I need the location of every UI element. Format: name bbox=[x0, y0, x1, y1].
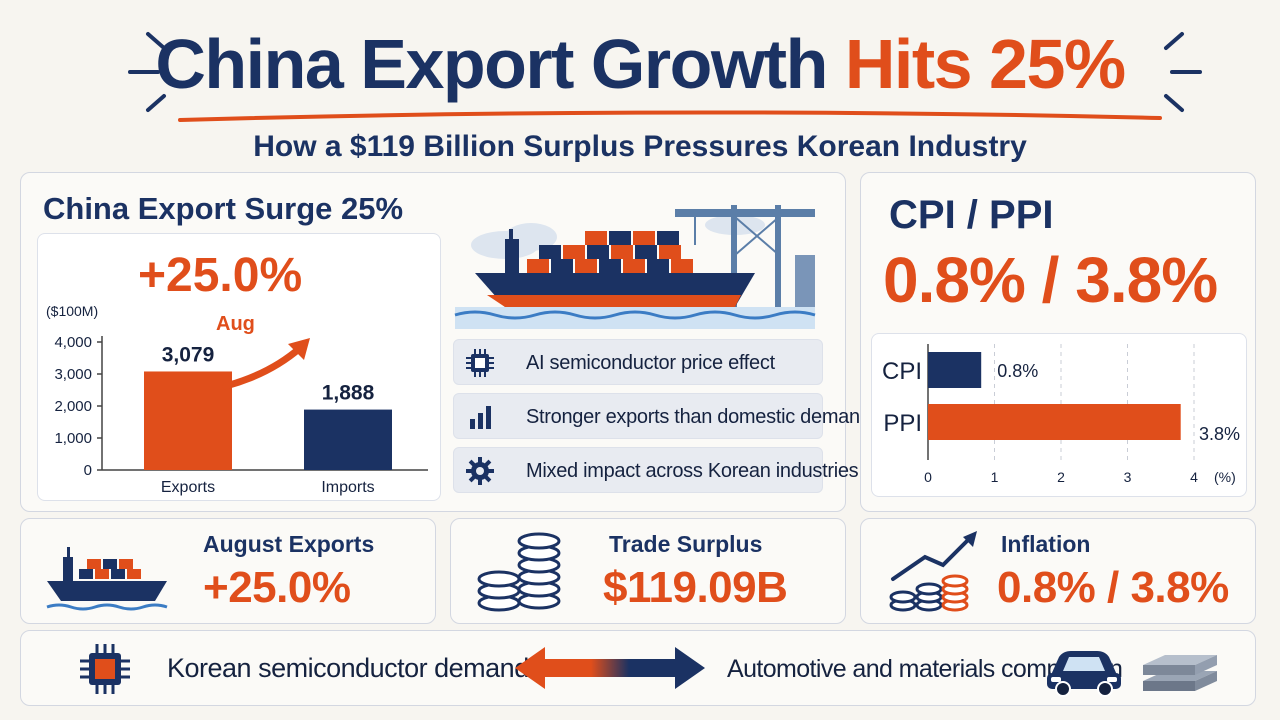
stat-inflation: Inflation 0.8% / 3.8% bbox=[860, 518, 1256, 624]
cargo-ship-icon bbox=[46, 547, 168, 611]
export-bar-chart: +25.0% ($100M) 0 1,000 2,000 3,000 4,000 3,0… bbox=[37, 233, 441, 501]
double-arrow-icon bbox=[515, 647, 705, 689]
bar-chart-ylabel: ($100M) bbox=[46, 303, 98, 319]
feature-stronger-exports: Stronger exports than domestic demand bbox=[453, 393, 871, 439]
feature-mixed-impact: Mixed impact across Korean industries bbox=[453, 447, 859, 493]
gear-icon bbox=[466, 457, 494, 485]
hbar-xtick-label: 4 bbox=[1190, 469, 1198, 485]
cpi-panel-heading: CPI / PPI bbox=[889, 193, 1054, 237]
burst-lines-left-icon bbox=[128, 32, 166, 112]
growth-arrow-head-icon bbox=[288, 338, 310, 360]
bar-category-label: Imports bbox=[321, 479, 374, 496]
hbar-category-label: CPI bbox=[882, 358, 922, 385]
cpi-ppi-value: 0.8% / 3.8% bbox=[883, 244, 1218, 316]
feature-text: Mixed impact across Korean industries bbox=[526, 460, 859, 482]
steel-plates-icon bbox=[1143, 655, 1217, 691]
header: China Export Growth Hits 25% How a $119 … bbox=[0, 0, 1280, 170]
coin-stacks-icon bbox=[477, 532, 561, 612]
stat-trade-surplus: Trade Surplus $119.09B bbox=[450, 518, 846, 624]
bar-value-label: 1,888 bbox=[322, 382, 375, 405]
bar-imports bbox=[304, 409, 392, 470]
export-surge-panel: China Export Surge 25% +25.0% ($100M) 0 1… bbox=[20, 172, 871, 512]
hbar-xtick-label: 3 bbox=[1124, 469, 1132, 485]
hbar-value-label: 0.8% bbox=[997, 361, 1038, 381]
feature-text: Stronger exports than domestic demand bbox=[526, 406, 871, 428]
rising-coins-icon bbox=[889, 531, 977, 612]
car-icon bbox=[1047, 651, 1121, 697]
hbar-xtick-label: 1 bbox=[991, 469, 999, 485]
feature-text: AI semiconductor price effect bbox=[526, 352, 775, 374]
cpi-ppi-panel: CPI / PPI 0.8% / 3.8% 0 1 2 3 4 CPI 0.8% PPI 3.… bbox=[860, 172, 1256, 512]
page-subtitle: How a $119 Billion Surplus Pressures Kor… bbox=[253, 130, 1027, 163]
bar-chart-icon bbox=[470, 406, 491, 429]
stat-august-exports: August Exports +25.0% bbox=[20, 518, 436, 624]
semiconductor-chip-icon bbox=[80, 644, 130, 694]
hbar-ppi bbox=[928, 404, 1181, 440]
bar-ytick-label: 4,000 bbox=[54, 334, 92, 351]
cpi-ppi-bar-chart: 0 1 2 3 4 CPI 0.8% PPI 3.8% (%) bbox=[871, 333, 1247, 497]
export-panel-heading: China Export Surge 25% bbox=[43, 191, 404, 226]
title-part-navy: China Export Growth bbox=[155, 25, 828, 103]
stat-label: Trade Surplus bbox=[609, 531, 763, 557]
bar-ytick-label: 3,000 bbox=[54, 366, 92, 383]
industry-impact-bar: Korean semiconductor demand Automotive a… bbox=[20, 630, 1256, 706]
bar-ytick-label: 0 bbox=[84, 462, 92, 479]
hbar-cpi bbox=[928, 352, 982, 388]
burst-lines-right-icon bbox=[1164, 32, 1202, 112]
cargo-ship-port-icon bbox=[454, 205, 816, 329]
bar-ytick-label: 2,000 bbox=[54, 398, 92, 415]
stat-value: +25.0% bbox=[203, 563, 351, 612]
growth-arrow-label: Aug bbox=[216, 313, 255, 335]
bar-exports bbox=[144, 371, 232, 470]
title-underline bbox=[178, 110, 1162, 122]
feature-ai-semiconductor: AI semiconductor price effect bbox=[453, 339, 823, 385]
stat-label: Inflation bbox=[1001, 531, 1091, 557]
hbar-xtick-label: 2 bbox=[1057, 469, 1065, 485]
korean-semiconductor-label: Korean semiconductor demand bbox=[167, 653, 529, 683]
bar-ytick-label: 1,000 bbox=[54, 430, 92, 447]
hbar-xtick-label: 0 bbox=[924, 469, 932, 485]
hbar-xlabel: (%) bbox=[1214, 469, 1236, 485]
bar-value-label: 3,079 bbox=[162, 343, 215, 366]
stat-value: $119.09B bbox=[603, 563, 788, 612]
stat-value: 0.8% / 3.8% bbox=[997, 563, 1229, 612]
cpi-ppi-bar-svg: 0 1 2 3 4 CPI 0.8% PPI 3.8% (%) bbox=[882, 344, 1240, 485]
title-part-orange: Hits 25% bbox=[844, 25, 1126, 103]
hbar-category-label: PPI bbox=[883, 410, 922, 437]
bar-category-label: Exports bbox=[161, 479, 215, 496]
hbar-value-label: 3.8% bbox=[1199, 424, 1240, 444]
export-bar-svg: ($100M) 0 1,000 2,000 3,000 4,000 3,079 Expor… bbox=[46, 303, 428, 496]
page-title: China Export Growth Hits 25% bbox=[0, 24, 1280, 104]
export-growth-value: +25.0% bbox=[138, 249, 303, 302]
growth-arrow-icon bbox=[222, 344, 304, 390]
stat-label: August Exports bbox=[203, 531, 375, 557]
chip-icon bbox=[466, 349, 494, 377]
